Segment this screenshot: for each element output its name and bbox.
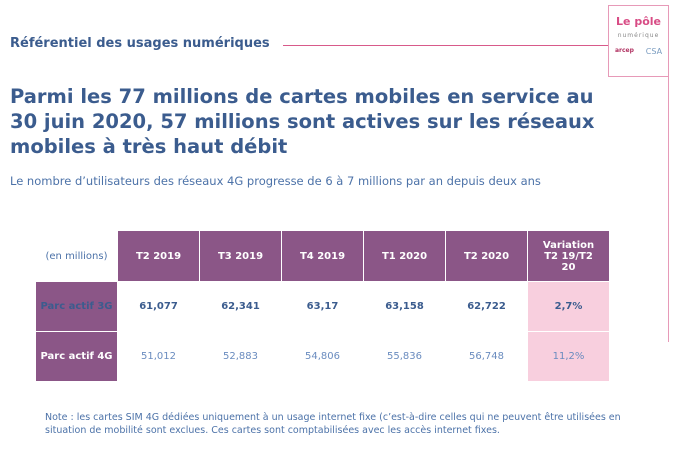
col-header: T2 2020 (445, 230, 528, 282)
row-label: Parc actif 3G (35, 281, 118, 332)
footnote: Note : les cartes SIM 4G dédiées uniquem… (45, 412, 621, 436)
cell: 54,806 (281, 331, 364, 382)
col-header: T1 2020 (363, 230, 446, 282)
cell: 61,077 (117, 281, 200, 332)
cell: 62,722 (445, 281, 528, 332)
cell: 63,17 (281, 281, 364, 332)
headline: Parmi les 77 millions de cartes mobiles … (10, 85, 595, 158)
logo: Le pôle numérique arcep CSA (608, 5, 669, 77)
col-header: T3 2019 (199, 230, 282, 282)
divider (283, 45, 608, 46)
row-label: Parc actif 4G (35, 331, 118, 382)
col-header-variation: Variation T2 19/T2 20 (527, 230, 610, 282)
cell: 56,748 (445, 331, 528, 382)
variation-cell: 11,2% (527, 331, 610, 382)
cell: 52,883 (199, 331, 282, 382)
table-row: Parc actif 4G 51,012 52,883 54,806 55,83… (35, 331, 610, 382)
unit-label: (en millions) (35, 230, 118, 282)
header-row: (en millions) T2 2019 T3 2019 T4 2019 T1… (35, 230, 610, 282)
variation-cell: 2,7% (527, 281, 610, 332)
csa-logo: CSA (645, 47, 663, 56)
divider-vertical (668, 77, 669, 342)
subtitle: Le nombre d’utilisateurs des réseaux 4G … (10, 174, 541, 188)
cell: 55,836 (363, 331, 446, 382)
data-table: (en millions) T2 2019 T3 2019 T4 2019 T1… (35, 230, 610, 382)
col-header: T2 2019 (117, 230, 200, 282)
arcep-logo: arcep (614, 47, 634, 54)
table-row: Parc actif 3G 61,077 62,341 63,17 63,158… (35, 281, 610, 332)
cell: 62,341 (199, 281, 282, 332)
cell: 63,158 (363, 281, 446, 332)
logo-line1: Le pôle (616, 15, 661, 28)
cell: 51,012 (117, 331, 200, 382)
logo-line2: numérique (617, 32, 660, 39)
section-title: Référentiel des usages numériques (10, 36, 270, 51)
col-header: T4 2019 (281, 230, 364, 282)
